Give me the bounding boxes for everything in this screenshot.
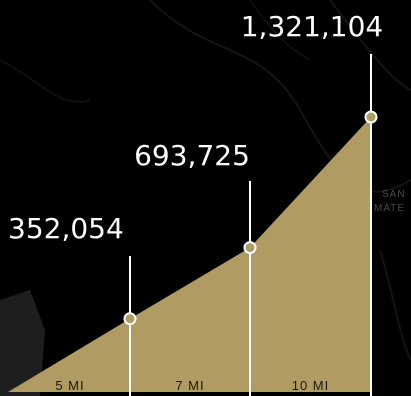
x-tick-label: 5 MI [55,378,84,393]
map-road [249,0,311,61]
map-label: SAN [382,189,406,200]
map-urban-area [0,290,45,396]
data-label: 352,054 [8,212,124,245]
data-label: 693,725 [134,139,250,172]
data-labels: 352,054 693,725 1,321,104 [8,10,383,245]
data-point-marker [364,110,378,124]
x-tick-labels: 5 MI 7 MI 10 MI [55,378,330,393]
area-fill [8,117,371,392]
map-label: MATE [374,203,405,214]
map-road [0,59,91,103]
map-road [329,0,411,91]
data-point-marker [243,241,257,255]
x-tick-label: 7 MI [175,378,204,393]
data-label: 1,321,104 [241,10,384,43]
x-tick-label: 10 MI [292,378,330,393]
data-markers [123,110,378,326]
map-road [379,249,411,361]
data-point-marker [123,312,137,326]
